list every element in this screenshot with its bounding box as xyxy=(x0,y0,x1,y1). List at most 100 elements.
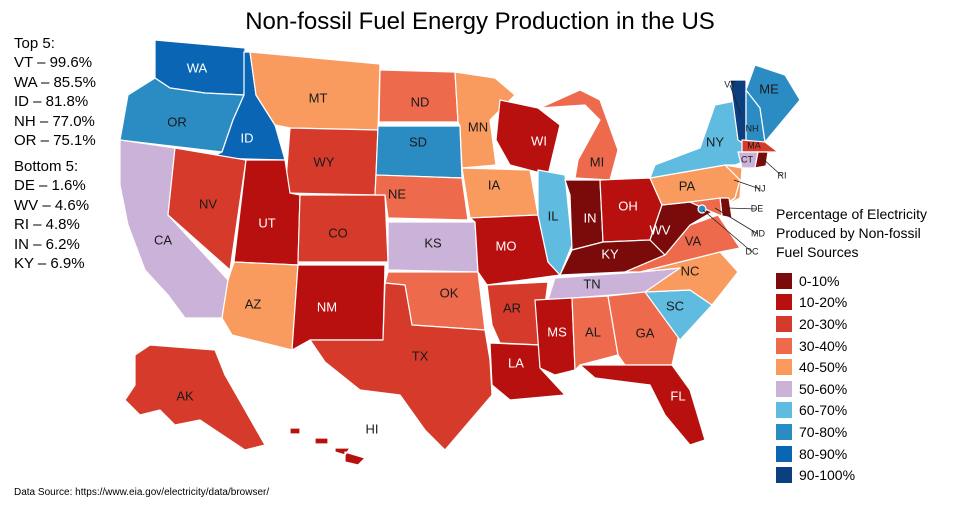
bottom-5-heading: Bottom 5: xyxy=(14,158,79,175)
state-label: MT xyxy=(309,90,328,105)
state-nm xyxy=(291,264,386,351)
state-label: OH xyxy=(618,198,638,213)
state-label: NH xyxy=(746,123,759,133)
state-label: SC xyxy=(666,298,684,313)
state-label: CA xyxy=(154,232,172,247)
top-5-item: OR – 75.1% xyxy=(14,132,96,150)
state-leader-line xyxy=(729,84,742,116)
legend-swatch xyxy=(776,294,792,311)
state-label: MA xyxy=(747,140,761,150)
legend-item: 70-80% xyxy=(776,421,927,443)
state-va xyxy=(624,214,741,273)
state-nv xyxy=(167,147,247,271)
state-ri xyxy=(754,151,769,169)
state-label: KS xyxy=(424,235,442,250)
state-label: AL xyxy=(585,324,601,339)
state-label: GA xyxy=(636,325,655,340)
legend-swatch xyxy=(776,315,792,332)
state-label: VA xyxy=(685,233,702,248)
bottom-5-item: KY – 6.9% xyxy=(14,255,85,273)
state-label: ME xyxy=(759,81,779,96)
legend-items: 0-10% 10-20% 20-30% 30-40% 40-50% 50-60% 60-70… xyxy=(776,270,927,486)
state-label: OR xyxy=(167,114,187,129)
legend-item: 0-10% xyxy=(776,270,927,292)
bottom-5-item: DE – 1.6% xyxy=(14,177,86,195)
bottom-5-panel: Bottom 5: DE – 1.6% WV – 4.6% RI – 4.8% … xyxy=(14,157,89,273)
state-label: DC xyxy=(746,246,759,256)
state-leader-line xyxy=(761,157,783,177)
map-legend: Percentage of Electricity Produced by No… xyxy=(776,205,927,486)
legend-item: 30-40% xyxy=(776,335,927,357)
legend-swatch xyxy=(776,445,792,462)
state-leader-line xyxy=(702,209,753,253)
legend-item: 20-30% xyxy=(776,313,927,335)
top-5-heading: Top 5: xyxy=(14,35,55,52)
top-5-panel: Top 5: VT – 99.6% WA – 85.5% ID – 81.8% … xyxy=(14,34,96,150)
state-ma xyxy=(741,139,779,153)
legend-swatch xyxy=(776,359,792,376)
state-label: MD xyxy=(751,228,765,238)
legend-item: 10-20% xyxy=(776,292,927,314)
legend-label: 20-30% xyxy=(799,315,848,332)
state-label: TN xyxy=(583,276,600,291)
state-fl xyxy=(579,364,706,446)
legend-item: 90-100% xyxy=(776,464,927,486)
legend-swatch xyxy=(776,337,792,354)
state-label: PA xyxy=(679,178,696,193)
state-label: NJ xyxy=(755,183,766,193)
legend-item: 60-70% xyxy=(776,400,927,422)
state-leader-line xyxy=(726,207,758,210)
legend-title-line: Fuel Sources xyxy=(776,244,859,260)
state-ia xyxy=(461,167,539,219)
state-leader-line xyxy=(714,207,759,235)
data-source-note: Data Source: https://www.eia.gov/electri… xyxy=(14,487,270,498)
legend-label: 30-40% xyxy=(799,337,848,354)
state-ms xyxy=(534,297,576,376)
state-label: RI xyxy=(778,170,787,180)
state-label: MS xyxy=(547,324,567,339)
state-label: OK xyxy=(440,285,459,300)
state-label: ID xyxy=(241,130,254,145)
state-label: SD xyxy=(409,134,427,149)
state-label: AK xyxy=(176,388,194,403)
top-5-item: WA – 85.5% xyxy=(14,73,96,91)
state-label: IL xyxy=(548,208,559,223)
state-hi xyxy=(289,427,366,466)
state-label: FL xyxy=(670,388,685,403)
legend-swatch xyxy=(776,402,792,419)
state-mi xyxy=(539,89,619,181)
top-5-item: VT – 99.6% xyxy=(14,54,93,72)
legend-item: 50-60% xyxy=(776,378,927,400)
state-label: IN xyxy=(584,210,597,225)
state-tx xyxy=(309,282,493,451)
state-leader-line xyxy=(733,179,761,190)
legend-label: 90-100% xyxy=(799,467,856,484)
map-title: Non-fossil Fuel Energy Production in the… xyxy=(245,8,715,35)
state-label: NC xyxy=(681,263,700,278)
legend-label: 80-90% xyxy=(799,445,848,462)
legend-label: 10-20% xyxy=(799,294,848,311)
bottom-5-item: WV – 4.6% xyxy=(14,196,90,214)
state-label: UT xyxy=(258,215,275,230)
state-label: WV xyxy=(650,222,671,237)
state-label: KY xyxy=(601,246,619,261)
state-nc xyxy=(639,251,739,306)
state-label: NE xyxy=(388,186,406,201)
legend-item: 80-90% xyxy=(776,443,927,465)
state-label: NY xyxy=(706,134,724,149)
state-label: CT xyxy=(741,154,753,164)
state-label: LA xyxy=(508,355,524,370)
state-ak xyxy=(124,344,266,451)
legend-title-line: Produced by Non-fossil xyxy=(776,225,921,241)
legend-label: 60-70% xyxy=(799,402,848,419)
top-5-item: ID – 81.8% xyxy=(14,93,89,111)
legend-swatch xyxy=(776,272,792,289)
state-label: ND xyxy=(411,94,430,109)
legend-title-line: Percentage of Electricity xyxy=(776,206,927,222)
state-label: NM xyxy=(317,299,337,314)
state-wi xyxy=(495,99,561,176)
state-label: WI xyxy=(531,133,547,148)
state-label: MO xyxy=(496,238,517,253)
state-label: DE xyxy=(751,203,764,213)
